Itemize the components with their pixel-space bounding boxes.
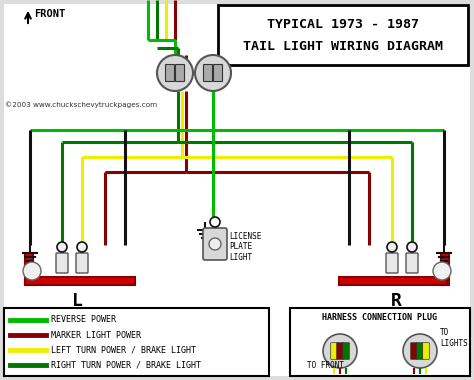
Bar (25, 277, 135, 285)
Text: R: R (391, 292, 402, 310)
Text: ©2003 www.chuckschevytruckpages.com: ©2003 www.chuckschevytruckpages.com (5, 101, 157, 108)
FancyBboxPatch shape (203, 228, 227, 260)
Text: MARKER LIGHT POWER: MARKER LIGHT POWER (51, 331, 141, 339)
Circle shape (157, 55, 193, 91)
FancyBboxPatch shape (175, 65, 184, 81)
Circle shape (387, 242, 397, 252)
Text: TAIL LIGHT WIRING DIAGRAM: TAIL LIGHT WIRING DIAGRAM (243, 41, 443, 54)
Circle shape (57, 242, 67, 252)
FancyBboxPatch shape (337, 343, 343, 359)
FancyBboxPatch shape (218, 5, 468, 65)
Text: HARNESS CONNECTION PLUG: HARNESS CONNECTION PLUG (322, 314, 438, 323)
Circle shape (77, 242, 87, 252)
Circle shape (407, 242, 417, 252)
Bar (25, 253, 33, 285)
Text: LEFT TURN POWER / BRAKE LIGHT: LEFT TURN POWER / BRAKE LIGHT (51, 345, 196, 355)
Text: FRONT: FRONT (34, 9, 65, 19)
FancyBboxPatch shape (203, 65, 212, 81)
Circle shape (403, 334, 437, 368)
Text: RIGHT TURN POWER / BRAKE LIGHT: RIGHT TURN POWER / BRAKE LIGHT (51, 361, 201, 369)
FancyBboxPatch shape (4, 308, 269, 376)
Circle shape (195, 55, 231, 91)
Text: LICENSE
PLATE
LIGHT: LICENSE PLATE LIGHT (229, 232, 261, 262)
FancyBboxPatch shape (290, 308, 470, 376)
Text: TYPICAL 1973 - 1987: TYPICAL 1973 - 1987 (267, 17, 419, 30)
Bar (441, 253, 449, 285)
FancyBboxPatch shape (410, 343, 417, 359)
Circle shape (23, 262, 41, 280)
FancyBboxPatch shape (331, 343, 337, 359)
FancyBboxPatch shape (213, 65, 222, 81)
Circle shape (323, 334, 357, 368)
Bar (339, 277, 447, 285)
FancyBboxPatch shape (423, 343, 429, 359)
Circle shape (209, 238, 221, 250)
FancyBboxPatch shape (76, 253, 88, 273)
Text: TO
LIGHTS: TO LIGHTS (440, 328, 468, 348)
Circle shape (210, 217, 220, 227)
Circle shape (433, 262, 451, 280)
FancyBboxPatch shape (56, 253, 68, 273)
FancyBboxPatch shape (417, 343, 423, 359)
Text: L: L (72, 292, 83, 310)
Text: REVERSE POWER: REVERSE POWER (51, 315, 116, 325)
FancyBboxPatch shape (406, 253, 418, 273)
FancyBboxPatch shape (343, 343, 349, 359)
FancyBboxPatch shape (386, 253, 398, 273)
Text: TO FRONT: TO FRONT (307, 361, 344, 369)
FancyBboxPatch shape (165, 65, 174, 81)
